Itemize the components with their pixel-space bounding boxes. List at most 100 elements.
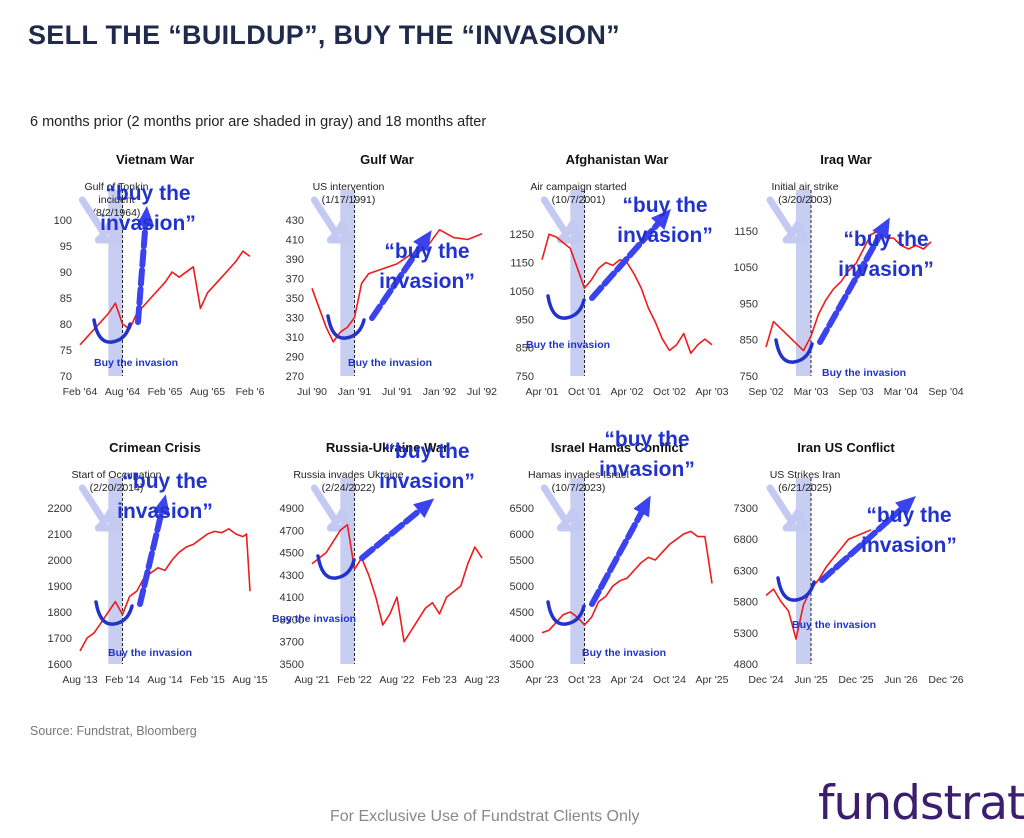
buildup-arrow: [310, 484, 354, 532]
y-tick-label: 310: [286, 332, 304, 344]
x-tick-label: Jan '92: [423, 386, 457, 398]
series-line: [79, 250, 251, 346]
y-tick-label: 1600: [48, 659, 72, 671]
annotation-line-1: “buy the: [843, 228, 928, 251]
x-tick-label: Apr '24: [611, 674, 644, 686]
x-tick-label: Jul '91: [382, 386, 412, 398]
buy-label: Buy the invasion: [582, 647, 666, 659]
event-label: (1/17/1991): [322, 194, 376, 206]
y-tick-label: 5000: [510, 581, 534, 593]
chart-title: Afghanistan War: [566, 152, 669, 167]
x-tick-label: Apr '03: [696, 386, 729, 398]
event-label: US intervention: [313, 181, 385, 193]
buy-curl: [316, 554, 356, 580]
buildup-arrow: [78, 196, 122, 244]
page-subtitle: 6 months prior (2 months prior are shade…: [30, 114, 487, 130]
x-tick-label: Aug '15: [232, 674, 267, 686]
y-tick-label: 850: [516, 343, 534, 355]
buildup-arrow: [766, 484, 810, 532]
x-tick-label: Mar '03: [794, 386, 829, 398]
y-tick-label: 3500: [280, 659, 304, 671]
y-tick-label: 6800: [734, 534, 758, 546]
y-tick-label: 5800: [734, 597, 758, 609]
y-tick-label: 4500: [510, 607, 534, 619]
x-tick-label: Aug '65: [190, 386, 225, 398]
annotation-line-1: “buy the: [604, 428, 689, 451]
x-tick-label: Dec '25: [838, 674, 873, 686]
x-tick-label: Feb '14: [105, 674, 140, 686]
shade-region: [340, 190, 355, 376]
y-tick-label: 410: [286, 235, 304, 247]
buy-arrow-head: [413, 230, 432, 252]
buy-arrow: [369, 237, 428, 321]
y-tick-label: 4100: [280, 592, 304, 604]
x-tick-label: Feb '65: [148, 386, 183, 398]
x-tick-label: Aug '22: [379, 674, 414, 686]
shade-region: [796, 190, 811, 376]
series-line: [541, 530, 713, 634]
x-tick-label: Oct '02: [653, 386, 686, 398]
y-tick-label: 100: [54, 215, 72, 227]
y-tick-label: 75: [60, 345, 72, 357]
x-tick-label: Sep '02: [748, 386, 783, 398]
buy-label: Buy the invasion: [822, 367, 906, 379]
buy-curl: [326, 314, 366, 340]
buy-label: Buy the invasion: [108, 647, 192, 659]
chart-israel-hamas-conflict: Israel Hamas Conflict Hamas invades Israe…: [510, 428, 729, 686]
chart-title: Israel Hamas Conflict: [551, 440, 684, 455]
buy-arrow-head: [152, 494, 170, 516]
series-line: [765, 230, 932, 352]
chart-gulf-war: Gulf War US intervention(1/17/1991) 270 290…: [286, 152, 498, 398]
chart-title: Russia-Ukraine War: [326, 440, 448, 455]
page-title: SELL THE “BUILDUP”, BUY THE “INVASION”: [28, 20, 620, 50]
series-line: [765, 529, 872, 640]
y-tick-label: 330: [286, 313, 304, 325]
y-tick-label: 90: [60, 267, 72, 279]
buy-label: Buy the invasion: [272, 613, 356, 625]
chart-title: Gulf War: [360, 152, 414, 167]
buy-curl: [546, 600, 586, 626]
x-tick-label: Jun '26: [884, 674, 918, 686]
y-tick-label: 1250: [510, 229, 534, 241]
y-tick-label: 750: [516, 371, 534, 383]
buy-arrow: [589, 503, 648, 607]
footer-disclaimer: For Exclusive Use of Fundstrat Clients O…: [330, 808, 640, 825]
buy-arrow: [137, 503, 166, 607]
chart-afghanistan-war: Afghanistan War Air campaign started(10/7…: [510, 152, 729, 398]
y-tick-label: 4700: [280, 525, 304, 537]
annotation-line-2: invasion”: [861, 534, 957, 557]
buy-arrow-head: [895, 496, 916, 516]
buy-curl: [774, 338, 814, 364]
buy-label: Buy the invasion: [94, 357, 178, 369]
y-tick-label: 270: [286, 371, 304, 383]
y-tick-label: 6500: [510, 503, 534, 515]
y-tick-label: 390: [286, 254, 304, 266]
y-tick-label: 1900: [48, 581, 72, 593]
y-tick-label: 95: [60, 241, 72, 253]
y-tick-label: 430: [286, 215, 304, 227]
chart-title: Vietnam War: [116, 152, 194, 167]
annotation-line-2: invasion”: [379, 470, 475, 493]
buy-arrow: [135, 215, 149, 325]
y-tick-label: 1700: [48, 633, 72, 645]
buildup-arrow: [540, 196, 584, 244]
x-tick-label: Dec '24: [748, 674, 783, 686]
x-tick-label: Feb '15: [190, 674, 225, 686]
x-tick-label: Mar '04: [884, 386, 919, 398]
chart-title: Iraq War: [820, 152, 872, 167]
buy-curl: [546, 294, 586, 320]
x-tick-label: Apr '23: [526, 674, 559, 686]
x-tick-label: Jul '90: [297, 386, 327, 398]
y-tick-label: 4800: [734, 659, 758, 671]
event-label: (2/20/2014): [90, 482, 144, 494]
event-label: (3/20/2003): [778, 194, 832, 206]
event-label: Start of Occupation: [72, 469, 162, 481]
buy-arrow-head: [136, 206, 155, 227]
x-tick-label: Aug '23: [464, 674, 499, 686]
event-label: (10/7/2001): [552, 194, 606, 206]
buy-arrow-head: [413, 498, 435, 518]
y-tick-label: 750: [740, 371, 758, 383]
annotation-line-2: invasion”: [117, 500, 213, 523]
event-label: Gulf of Tonkin: [84, 181, 148, 193]
buy-label: Buy the invasion: [792, 619, 876, 631]
